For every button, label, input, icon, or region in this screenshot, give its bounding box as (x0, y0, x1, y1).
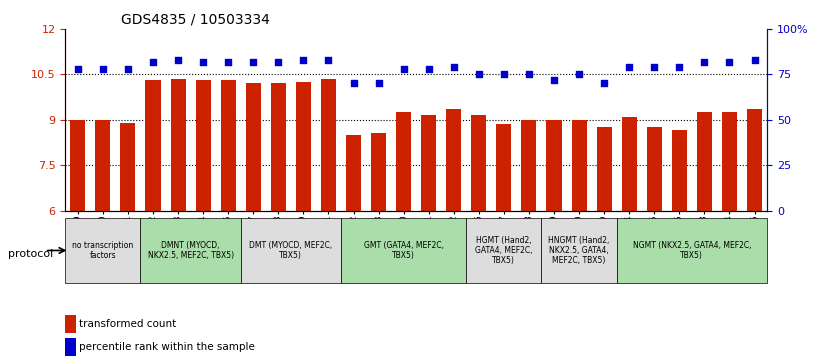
FancyBboxPatch shape (241, 218, 341, 283)
Point (397, 66, 410, 72)
Point (171, 57, 184, 63)
Point (71, 66, 84, 72)
FancyBboxPatch shape (466, 218, 542, 283)
Point (347, 81, 360, 86)
Point (447, 64, 460, 70)
Point (222, 59, 235, 65)
Bar (622, 117, 636, 211)
Point (96, 66, 109, 72)
FancyBboxPatch shape (542, 218, 617, 283)
Point (698, 59, 711, 65)
Point (672, 64, 685, 70)
Text: no transcription
factors: no transcription factors (73, 241, 134, 260)
Bar (65, 315, 76, 333)
FancyBboxPatch shape (617, 218, 767, 283)
FancyBboxPatch shape (140, 218, 241, 283)
Point (748, 57, 761, 63)
Text: DMNT (MYOCD,
NKX2.5, MEF2C, TBX5): DMNT (MYOCD, NKX2.5, MEF2C, TBX5) (148, 241, 233, 260)
Point (472, 72, 486, 77)
Point (522, 72, 535, 77)
Bar (121, 123, 135, 211)
Point (573, 72, 586, 77)
Point (497, 72, 511, 77)
Text: HNGMT (Hand2,
NKX2.5, GATA4,
MEF2C, TBX5): HNGMT (Hand2, NKX2.5, GATA4, MEF2C, TBX5… (548, 236, 610, 265)
Text: percentile rank within the sample: percentile rank within the sample (79, 342, 255, 352)
Bar (647, 127, 662, 211)
Bar (446, 109, 461, 211)
Point (597, 81, 610, 86)
Bar (697, 112, 712, 211)
Point (147, 59, 160, 65)
Text: GDS4835 / 10503334: GDS4835 / 10503334 (122, 12, 270, 26)
Bar (220, 81, 236, 211)
Point (197, 59, 210, 65)
Point (422, 66, 435, 72)
Bar (171, 79, 185, 211)
Bar (421, 115, 437, 211)
Text: HGMT (Hand2,
GATA4, MEF2C,
TBX5): HGMT (Hand2, GATA4, MEF2C, TBX5) (475, 236, 533, 265)
Bar (65, 338, 76, 356)
Bar (571, 120, 587, 211)
Bar (246, 83, 261, 211)
Point (297, 57, 310, 63)
Point (372, 81, 385, 86)
Bar (196, 81, 211, 211)
Bar (346, 135, 361, 211)
Text: GMT (GATA4, MEF2C,
TBX5): GMT (GATA4, MEF2C, TBX5) (364, 241, 444, 260)
Bar (747, 109, 762, 211)
Text: transformed count: transformed count (79, 319, 176, 329)
Bar (145, 81, 161, 211)
Bar (321, 79, 336, 211)
Bar (722, 112, 737, 211)
Bar (95, 120, 110, 211)
Text: NGMT (NKX2.5, GATA4, MEF2C,
TBX5): NGMT (NKX2.5, GATA4, MEF2C, TBX5) (632, 241, 751, 260)
Point (723, 59, 736, 65)
Point (122, 66, 135, 72)
FancyBboxPatch shape (65, 218, 140, 283)
Point (322, 57, 335, 63)
Bar (672, 130, 687, 211)
Point (548, 77, 561, 83)
Point (623, 64, 636, 70)
Text: protocol: protocol (8, 249, 53, 259)
Bar (396, 112, 411, 211)
Point (272, 59, 285, 65)
Bar (547, 120, 561, 211)
Point (246, 59, 259, 65)
Bar (521, 120, 536, 211)
Text: DMT (MYOCD, MEF2C,
TBX5): DMT (MYOCD, MEF2C, TBX5) (249, 241, 332, 260)
Bar (371, 134, 386, 211)
Bar (496, 125, 512, 211)
FancyBboxPatch shape (341, 218, 466, 283)
Bar (472, 115, 486, 211)
Bar (296, 82, 311, 211)
Bar (596, 127, 612, 211)
Bar (70, 120, 86, 211)
Point (648, 64, 661, 70)
Bar (271, 83, 286, 211)
